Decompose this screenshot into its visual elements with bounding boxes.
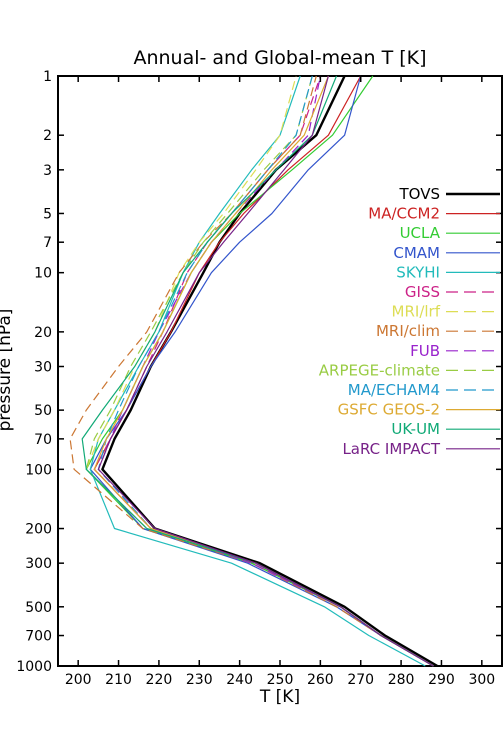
y-tick-label: 300 — [25, 556, 52, 572]
x-tick-label: 250 — [267, 672, 294, 688]
series-line-larc-impact — [97, 75, 434, 667]
series-line-mri-clim — [69, 75, 434, 667]
y-tick-label: 200 — [25, 522, 52, 538]
series-line-cmam — [89, 75, 434, 667]
x-tick-label: 260 — [307, 672, 334, 688]
x-tick-label: 240 — [226, 672, 253, 688]
y-tick-label: 700 — [25, 629, 52, 645]
legend-label: UK-UM — [391, 420, 440, 438]
legend-label: FUB — [410, 342, 440, 360]
y-tick-label: 20 — [34, 325, 52, 341]
legend-label: MRI/clim — [376, 322, 440, 340]
y-tick-label: 7 — [43, 235, 52, 251]
y-tick-label: 2 — [43, 128, 52, 144]
legend-label: GSFC GEOS-2 — [338, 401, 440, 419]
legend-label: GISS — [405, 283, 440, 301]
legend-label: CMAM — [393, 244, 440, 262]
y-tick-label: 3 — [43, 163, 52, 179]
chart-title: Annual- and Global-mean T [K] — [133, 47, 426, 69]
legend-label: MA/ECHAM4 — [348, 381, 440, 399]
x-tick-label: 220 — [146, 672, 173, 688]
x-tick-label: 270 — [347, 672, 374, 688]
series-line-tovs — [101, 75, 439, 668]
legend-label: MRI/lrf — [392, 303, 441, 321]
y-tick-label: 500 — [25, 600, 52, 616]
series-layer — [69, 75, 439, 668]
y-tick-label: 1000 — [16, 659, 52, 675]
legend-label: SKYHI — [396, 263, 440, 281]
legend-label: MA/CCM2 — [368, 205, 440, 223]
x-axis-label: T [K] — [259, 687, 300, 707]
x-tick-label: 210 — [105, 672, 132, 688]
y-tick-label: 10 — [34, 266, 52, 282]
legend-label: ARPEGE-climate — [319, 361, 440, 379]
y-axis-label: pressure [hPa] — [0, 309, 15, 432]
x-tick-label: 300 — [468, 672, 495, 688]
ticks-layer: 200 210 220 230 240 250 260 270 280 290 3001000700… — [16, 69, 502, 688]
legend-label: UCLA — [400, 224, 441, 242]
x-tick-label: 200 — [65, 672, 92, 688]
y-tick-label: 30 — [34, 360, 52, 376]
y-tick-label: 70 — [34, 432, 52, 448]
y-tick-label: 5 — [43, 206, 52, 222]
legend-label: LaRC IMPACT — [342, 440, 440, 458]
x-tick-label: 280 — [388, 672, 415, 688]
x-tick-label: 290 — [428, 672, 455, 688]
series-line-skyhi — [89, 75, 426, 667]
y-tick-label: 100 — [25, 462, 52, 478]
legend-label: TOVS — [399, 185, 441, 203]
y-tick-label: 1 — [43, 69, 52, 85]
x-tick-label: 230 — [186, 672, 213, 688]
y-tick-label: 50 — [34, 403, 52, 419]
